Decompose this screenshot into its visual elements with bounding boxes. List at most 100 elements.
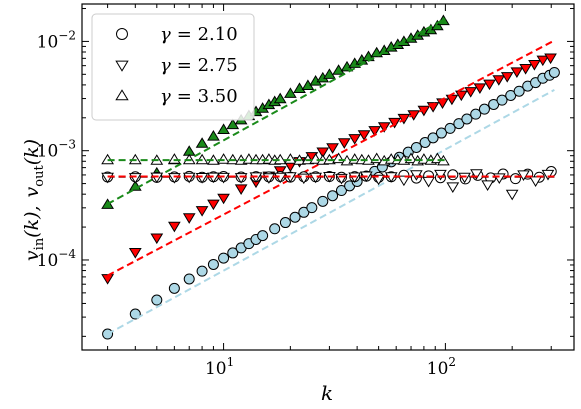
series-out-5 <box>101 152 450 166</box>
data-point <box>323 68 336 79</box>
x-tick-label: 102 <box>427 355 456 379</box>
data-point <box>168 282 180 294</box>
y-tick-label: 10−4 <box>37 247 77 271</box>
legend-entry: γ = 3.50 <box>115 86 238 107</box>
y-tick-base: 10 <box>37 142 59 162</box>
data-point <box>316 147 330 159</box>
data-point <box>544 53 557 65</box>
legend-label: γ = 2.10 <box>160 24 238 45</box>
data-point <box>207 258 219 270</box>
data-point <box>332 64 345 75</box>
y-label-sub2: out <box>32 164 47 186</box>
data-point <box>182 213 196 224</box>
data-point <box>337 138 351 149</box>
legend-marker <box>116 28 128 40</box>
data-point <box>357 130 371 141</box>
data-point <box>513 85 525 97</box>
data-point <box>541 169 555 181</box>
x-axis-label: k <box>321 381 333 405</box>
data-point <box>183 273 195 285</box>
data-point <box>470 108 482 120</box>
legend-entry: γ = 2.10 <box>116 24 238 45</box>
y-axis-label: vin(k),vout(k) <box>21 139 47 261</box>
data-point <box>348 172 361 184</box>
plot-series <box>101 14 560 340</box>
y-tick-exp: −4 <box>58 247 76 261</box>
fit-line <box>107 89 555 335</box>
data-point <box>536 55 550 67</box>
data-point <box>128 248 142 259</box>
data-point <box>500 72 514 83</box>
data-point <box>207 130 220 141</box>
legend-gamma: γ <box>160 86 171 107</box>
data-point <box>298 206 310 218</box>
data-point <box>168 221 181 233</box>
legend-entry: γ = 2.75 <box>115 55 238 76</box>
data-point <box>217 123 230 134</box>
legend-value: = 3.50 <box>177 86 238 107</box>
x-tick-exp: 2 <box>448 355 456 369</box>
data-point <box>410 141 422 153</box>
axes-frame <box>81 3 575 351</box>
plot-area <box>101 14 560 340</box>
y-label-v2: v <box>21 186 43 197</box>
legend-marker <box>115 60 129 72</box>
data-point <box>446 182 460 193</box>
data-point <box>227 247 239 259</box>
y-tick-label: 10−3 <box>37 138 76 162</box>
data-point <box>397 175 411 187</box>
series-in-2 <box>101 39 557 285</box>
data-point <box>150 233 164 245</box>
data-point <box>481 180 494 191</box>
legend-gamma: γ <box>160 24 171 45</box>
data-point <box>273 172 287 184</box>
legend-label: γ = 3.50 <box>160 86 238 107</box>
data-point <box>257 230 269 242</box>
data-point <box>327 190 339 202</box>
data-point <box>461 113 473 125</box>
data-point <box>151 294 163 306</box>
data-point <box>470 169 483 180</box>
y-label-arg2: (k) <box>21 139 43 165</box>
data-point <box>510 67 524 78</box>
data-point <box>529 176 542 187</box>
y-tick-exp: −3 <box>58 138 76 152</box>
x-tick-exp: 1 <box>227 355 235 369</box>
y-tick-base: 10 <box>37 251 59 271</box>
legend-box <box>91 13 255 121</box>
data-point <box>517 170 530 181</box>
data-point <box>195 137 209 148</box>
data-point <box>388 117 401 129</box>
data-point <box>207 172 220 184</box>
series-out-3 <box>101 169 555 201</box>
data-point <box>444 122 456 134</box>
data-point <box>473 83 487 94</box>
data-point <box>505 189 519 201</box>
data-point <box>306 202 318 214</box>
data-point <box>434 169 447 181</box>
data-point <box>410 170 423 181</box>
data-point <box>279 217 291 229</box>
data-point <box>496 94 508 106</box>
x-tick-base: 10 <box>205 359 227 379</box>
legend-value: = 2.75 <box>177 55 238 76</box>
data-point <box>447 169 459 181</box>
data-point <box>509 173 521 185</box>
data-point <box>234 184 248 195</box>
data-point <box>431 19 444 31</box>
data-point <box>427 132 439 144</box>
data-point <box>150 172 164 184</box>
fit-line <box>107 17 446 205</box>
data-point <box>293 82 306 93</box>
data-point <box>548 66 560 78</box>
legend-marker <box>115 89 129 101</box>
y-label-v1: v <box>21 250 43 261</box>
data-point <box>317 195 329 207</box>
x-tick-base: 10 <box>427 359 449 379</box>
y-label-sub1: in <box>32 237 47 250</box>
data-point <box>195 206 209 217</box>
legend-gamma: γ <box>160 55 171 76</box>
y-label-arg1: (k), <box>21 205 43 237</box>
